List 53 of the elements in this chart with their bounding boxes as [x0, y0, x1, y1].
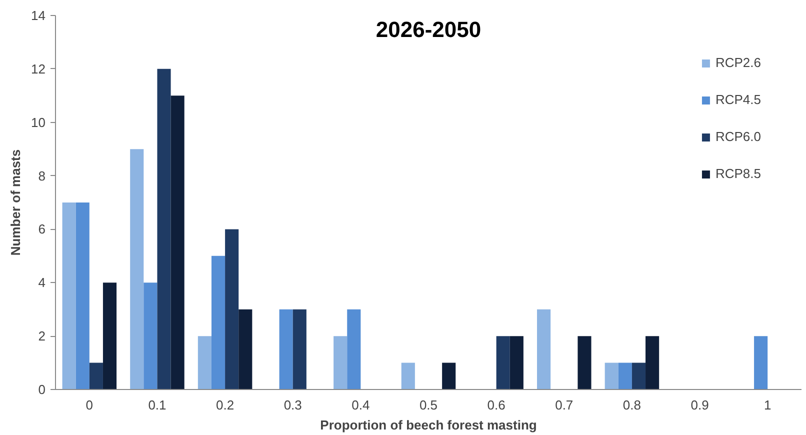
- bar: [279, 309, 293, 390]
- bar: [130, 149, 144, 390]
- bar: [401, 362, 415, 390]
- y-tick-label: 0: [38, 382, 46, 397]
- bar: [198, 336, 212, 390]
- legend-label: RCP2.6: [715, 55, 761, 70]
- x-tick-label: 1: [764, 398, 772, 412]
- bar: [604, 362, 618, 390]
- x-tick-label: 0.7: [555, 398, 574, 412]
- bar: [537, 309, 551, 390]
- y-tick-label: 8: [38, 168, 46, 184]
- bar: [646, 336, 660, 390]
- bar: [578, 336, 592, 390]
- bar: [157, 68, 171, 390]
- bar: [347, 309, 361, 390]
- bar: [225, 229, 239, 390]
- legend-label: RCP6.0: [715, 129, 761, 144]
- x-tick-label: 0.5: [419, 398, 438, 412]
- bar: [442, 362, 456, 390]
- bar: [618, 362, 632, 390]
- y-axis-title: Number of masts: [8, 149, 24, 256]
- x-tick-label: 0.8: [622, 398, 641, 412]
- bar: [170, 96, 184, 390]
- bar: [102, 282, 117, 390]
- bar: [76, 202, 90, 390]
- x-tick-label: 0.4: [352, 398, 370, 412]
- x-axis-title: Proportion of beech forest masting: [320, 418, 537, 432]
- x-tick-label: 0.6: [487, 398, 506, 412]
- bar: [144, 282, 158, 390]
- y-tick-label: 14: [31, 8, 46, 23]
- x-tick-label: 0: [86, 398, 94, 412]
- x-tick-label: 0.3: [284, 398, 302, 412]
- bar: [334, 336, 348, 390]
- y-tick-label: 10: [31, 114, 46, 130]
- y-tick-label: 4: [38, 275, 46, 290]
- chart-title: 2026-2050: [376, 17, 482, 42]
- bar: [510, 336, 524, 390]
- y-tick-label: 6: [38, 222, 46, 237]
- bar: [754, 336, 768, 390]
- legend-label: RCP4.5: [715, 92, 761, 107]
- y-tick-label: 2: [38, 328, 46, 344]
- bar: [496, 336, 510, 390]
- x-tick-label: 0.2: [216, 398, 234, 412]
- x-tick-label: 0.1: [148, 398, 166, 412]
- y-tick-label: 12: [31, 61, 46, 76]
- bar: [292, 309, 306, 390]
- bar: [238, 309, 252, 390]
- bar: [62, 202, 76, 390]
- x-tick-label: 0.9: [690, 398, 709, 412]
- bar: [89, 362, 103, 390]
- bar: [632, 362, 646, 390]
- legend-label: RCP8.5: [715, 166, 761, 181]
- bar: [211, 256, 226, 390]
